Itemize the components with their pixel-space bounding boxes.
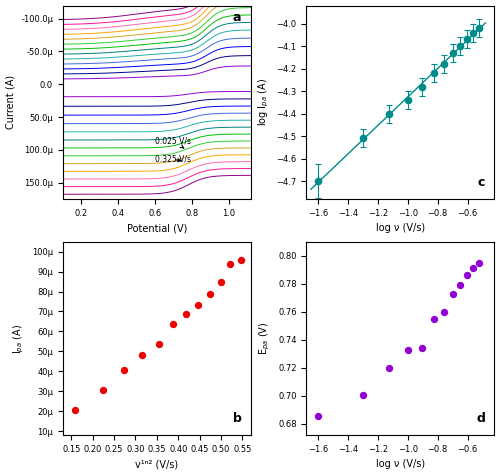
X-axis label: log ν (V/s): log ν (V/s) [376,223,425,233]
Text: c: c [478,176,485,190]
Point [194,301,202,308]
Point [217,278,225,285]
Y-axis label: Current (A): Current (A) [6,75,16,129]
Point [404,346,412,353]
Point [226,260,234,267]
Point [385,364,393,371]
Point [418,344,426,352]
Point [430,315,438,323]
Point [138,352,146,359]
Point [238,256,246,264]
X-axis label: log ν (V/s): log ν (V/s) [376,459,425,469]
Point [470,265,478,272]
Text: d: d [476,412,485,426]
Y-axis label: E$_{pa}$ (V): E$_{pa}$ (V) [258,322,272,355]
Point [449,290,457,297]
Point [475,259,483,266]
Text: a: a [233,11,241,24]
Point [168,321,176,328]
Point [359,391,367,399]
Point [99,387,107,394]
Y-axis label: log I$_{pa}$ (A): log I$_{pa}$ (A) [256,78,271,126]
Text: b: b [232,412,241,426]
Y-axis label: I$_{pa}$ (A): I$_{pa}$ (A) [12,323,26,353]
Point [440,308,448,315]
Point [71,407,79,414]
X-axis label: v¹ⁿ² (V/s): v¹ⁿ² (V/s) [136,459,178,469]
Point [456,281,464,289]
Text: 0.025 V/s: 0.025 V/s [155,136,191,148]
Point [206,290,214,297]
Point [154,341,162,348]
Point [182,311,190,318]
Point [464,272,471,279]
X-axis label: Potential (V): Potential (V) [126,223,187,233]
Text: 0.325 V/s: 0.325 V/s [155,155,191,164]
Point [120,367,128,374]
Point [314,412,322,419]
